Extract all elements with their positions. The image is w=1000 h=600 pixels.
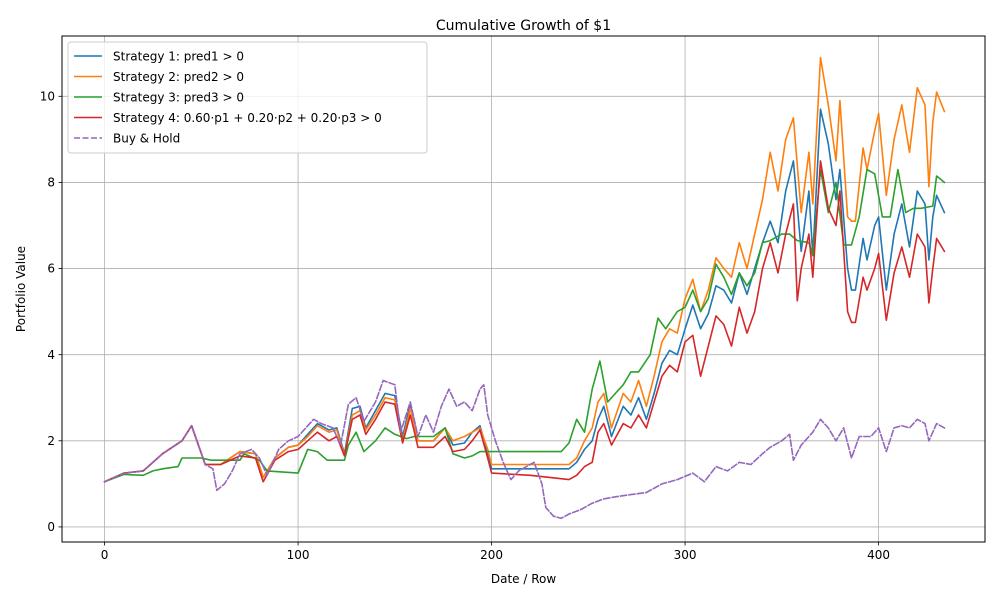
axis-ticks: 0 100 200 300 400 0 2 4 6 8 10 [40, 89, 890, 562]
y-axis-label: Portfolio Value [14, 246, 28, 332]
y-tick-label: 8 [47, 176, 55, 190]
grid [62, 36, 985, 542]
chart-title: Cumulative Growth of $1 [436, 18, 611, 34]
legend-label-5: Buy & Hold [113, 131, 180, 145]
x-tick-label: 0 [101, 548, 109, 562]
series-line-5 [103, 379, 946, 520]
legend-label-1: Strategy 1: pred1 > 0 [113, 49, 244, 63]
y-tick-label: 0 [47, 520, 55, 534]
x-tick-label: 300 [674, 548, 697, 562]
plot-frame [61, 35, 986, 543]
series-lines [103, 56, 946, 520]
y-tick-label: 10 [40, 89, 55, 103]
x-axis-label: Date / Row [491, 572, 556, 586]
legend-box [67, 41, 428, 154]
series-line-2 [103, 56, 946, 483]
series-line-1 [103, 108, 946, 483]
legend: Strategy 1: pred1 > 0 Strategy 2: pred2 >… [67, 41, 428, 154]
legend-label-3: Strategy 3: pred3 > 0 [113, 90, 244, 104]
legend-label-2: Strategy 2: pred2 > 0 [113, 70, 244, 84]
y-tick-label: 2 [47, 434, 55, 448]
x-tick-label: 100 [287, 548, 310, 562]
series-line-4 [103, 160, 946, 483]
x-tick-label: 200 [480, 548, 503, 562]
x-tick-label: 400 [867, 548, 890, 562]
legend-label-4: Strategy 4: 0.60·p1 + 0.20·p2 + 0.20·p3 … [113, 111, 382, 125]
y-tick-label: 4 [47, 348, 55, 362]
y-tick-label: 6 [47, 262, 55, 276]
